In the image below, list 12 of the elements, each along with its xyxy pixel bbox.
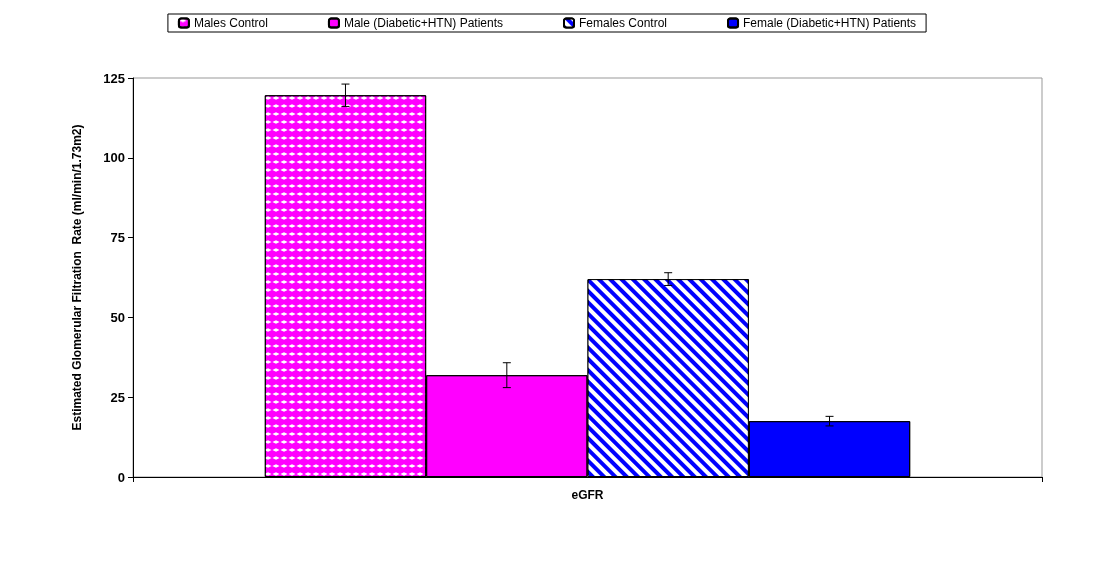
y-tick-label: 75 xyxy=(110,230,125,246)
y-tick-label: 25 xyxy=(110,389,125,405)
y-axis-title: Estimated Glomerular Filtration Rate (ml/min/1.73m2) xyxy=(70,124,84,431)
y-tick-label: 50 xyxy=(110,309,125,325)
y-tick-label: 0 xyxy=(117,469,125,485)
legend-label: Female (Diabetic+HTN) Patients xyxy=(743,16,917,30)
legend-label: Male (Diabetic+HTN) Patients xyxy=(343,16,504,30)
y-tick-label: 100 xyxy=(103,150,125,166)
y-tick-label: 125 xyxy=(103,70,125,86)
x-tick-label: eGFR xyxy=(571,488,604,502)
legend-label: Females Control xyxy=(579,16,668,30)
legend-label: Males Control xyxy=(193,16,268,30)
